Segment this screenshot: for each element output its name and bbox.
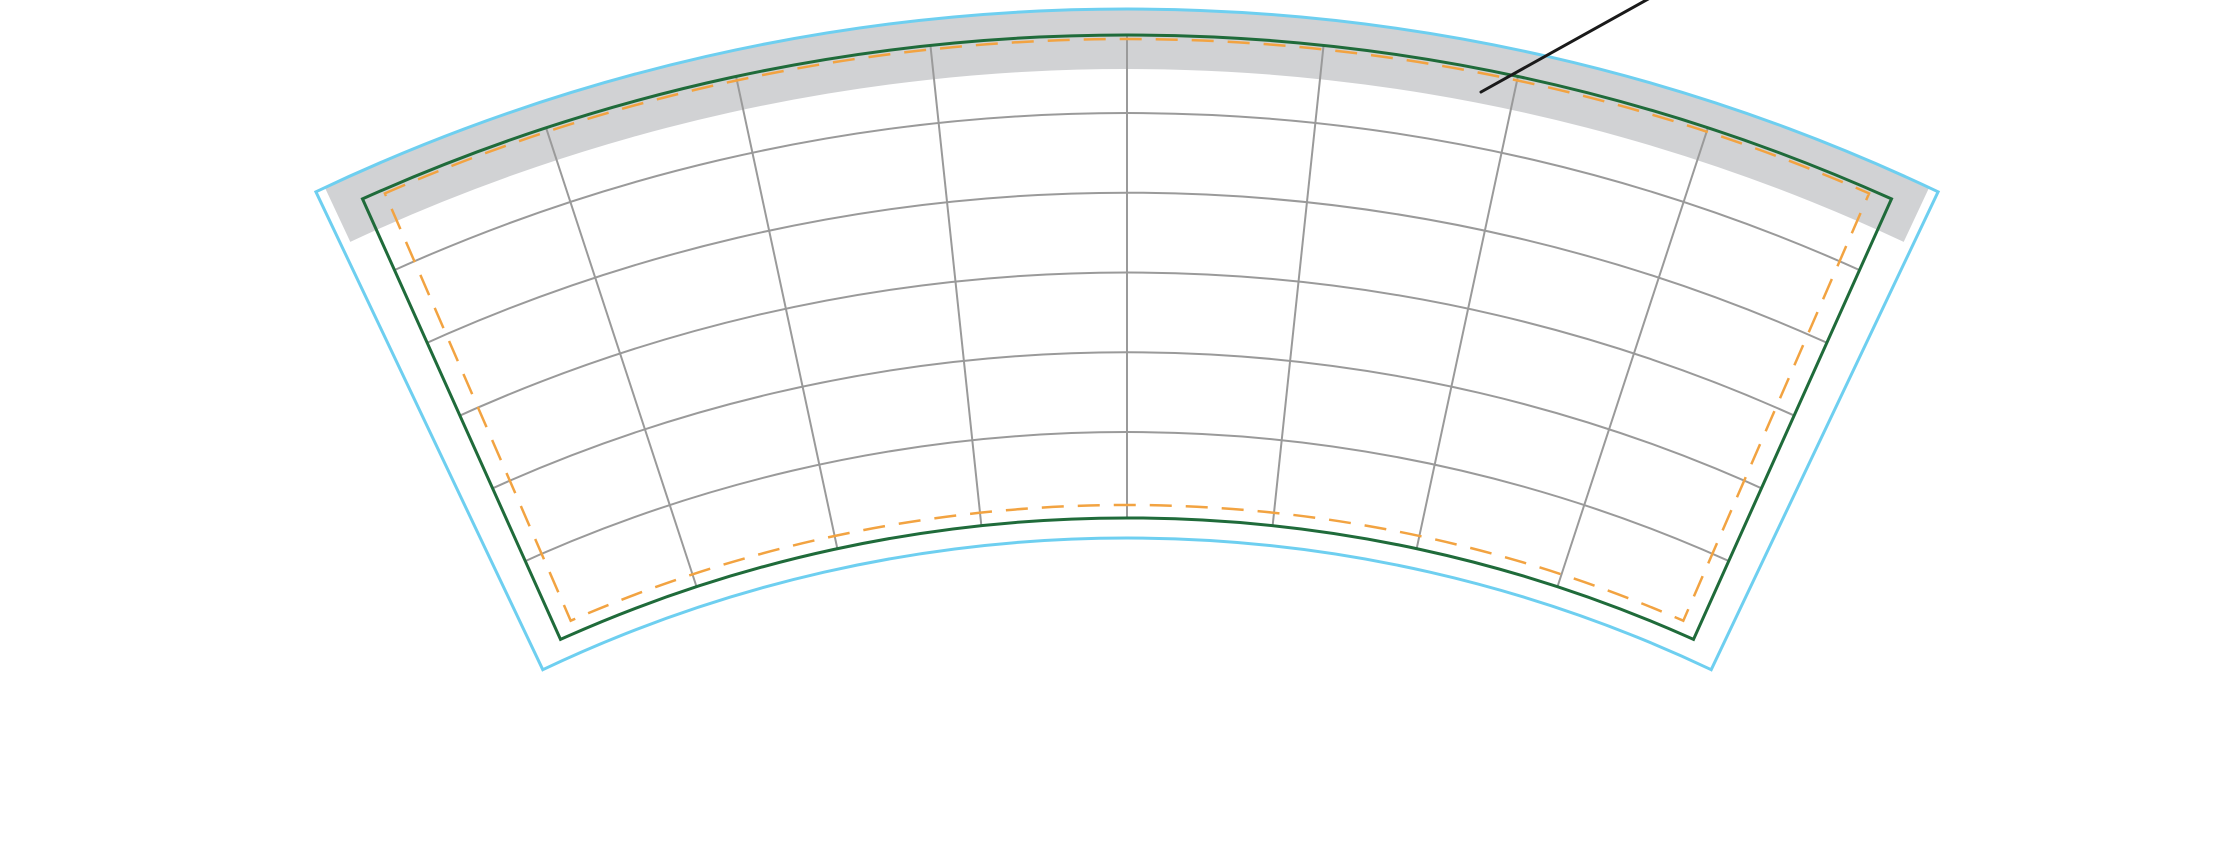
grid-column-line [1414, 71, 1520, 554]
safe-area-line [383, 37, 1871, 623]
grid-lines [362, 35, 1892, 592]
trim-line [360, 33, 1894, 642]
grid-column-line [543, 122, 700, 592]
grid-column-line [928, 40, 983, 531]
grid-column-line [734, 71, 840, 554]
bleed-line [313, 7, 1941, 672]
top-shaded-band [325, 10, 1929, 242]
pointer-line [1479, 0, 1650, 94]
grid-column-line [1271, 40, 1326, 531]
grid-column-line [1554, 122, 1711, 592]
